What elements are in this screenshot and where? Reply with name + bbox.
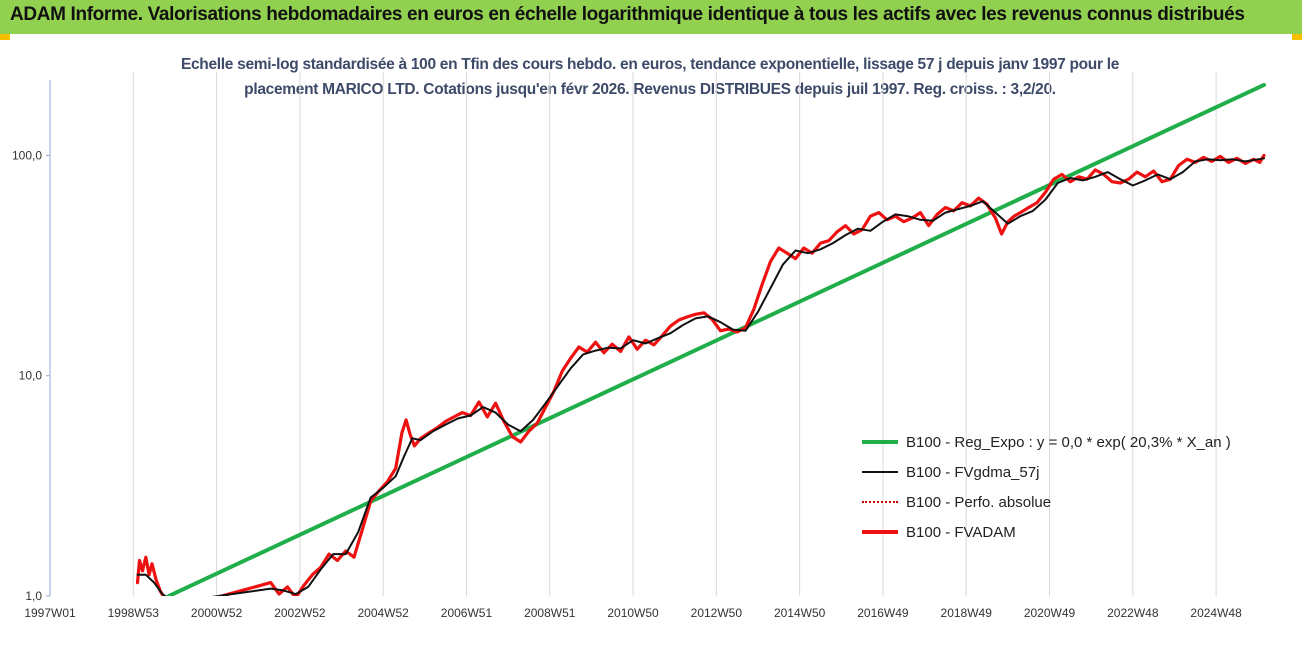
x-tick-label: 2014W50 <box>774 606 826 620</box>
legend-label: B100 - FVgdma_57j <box>906 463 1040 481</box>
series-line-reg-expo <box>166 82 1266 596</box>
chart-subtitle: Echelle semi-log standardisée à 100 en T… <box>150 52 1150 102</box>
legend-label: B100 - Reg_Expo : y = 0,0 * exp( 20,3% *… <box>906 433 1231 451</box>
x-tick-label: 2006W51 <box>441 606 493 620</box>
series-line-fvgdma <box>136 157 1265 596</box>
legend-swatch-red-line <box>862 530 898 534</box>
legend-item-fvgdma: B100 - FVgdma_57j <box>862 457 1231 487</box>
x-tick-label: 2000W52 <box>191 606 243 620</box>
x-tick-label: 2002W52 <box>274 606 326 620</box>
x-tick-label: 2012W50 <box>691 606 743 620</box>
legend-swatch-black-line <box>862 471 898 473</box>
x-tick-label: 2010W50 <box>607 606 659 620</box>
x-tick-label: 2008W51 <box>524 606 576 620</box>
series-line-fvadam <box>135 153 1266 596</box>
legend-label: B100 - Perfo. absolue <box>906 493 1052 511</box>
x-tick-label: 2024W48 <box>1190 606 1242 620</box>
chart-subtitle-line1: Echelle semi-log standardisée à 100 en T… <box>180 56 1120 73</box>
legend-item-perfo: B100 - Perfo. absolue <box>862 487 1231 517</box>
x-tick-label: 2022W48 <box>1107 606 1159 620</box>
legend-item-reg-expo: B100 - Reg_Expo : y = 0,0 * exp( 20,3% *… <box>862 427 1231 457</box>
header-banner: ADAM Informe. Valorisations hebdomadaire… <box>0 0 1302 34</box>
page-title: ADAM Informe. Valorisations hebdomadaire… <box>10 4 1245 25</box>
x-tick-label: 2020W49 <box>1024 606 1076 620</box>
x-tick-label: 1998W53 <box>108 606 160 620</box>
x-tick-label: 2018W49 <box>941 606 993 620</box>
corner-marker-right <box>1292 34 1302 40</box>
chart-subtitle-line2: placement MARICO LTD. Cotations jusqu'en… <box>244 81 1056 98</box>
x-tick-label: 1997W01 <box>24 606 76 620</box>
y-tick-label: 1,0 <box>25 589 42 603</box>
legend-swatch-green-line <box>862 440 898 444</box>
legend-swatch-dotted-line <box>862 501 898 503</box>
legend-label: B100 - FVADAM <box>906 523 1016 541</box>
x-tick-label: 2004W52 <box>357 606 409 620</box>
chart-legend: B100 - Reg_Expo : y = 0,0 * exp( 20,3% *… <box>862 427 1231 547</box>
y-tick-label: 100,0 <box>12 148 42 162</box>
legend-item-fvadam: B100 - FVADAM <box>862 517 1231 547</box>
x-tick-label: 2016W49 <box>857 606 909 620</box>
y-tick-label: 10,0 <box>19 369 43 383</box>
corner-marker-left <box>0 34 10 40</box>
